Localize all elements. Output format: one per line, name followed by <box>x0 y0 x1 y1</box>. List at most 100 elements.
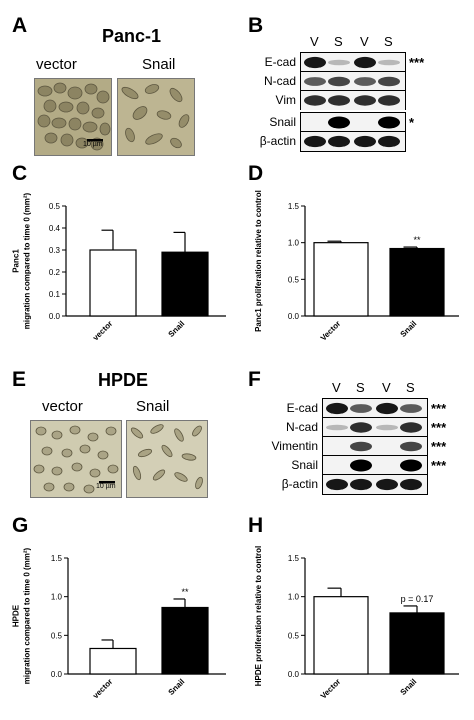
bar-vector <box>89 647 137 675</box>
bar-vector <box>313 596 369 675</box>
band <box>350 404 372 413</box>
y-tick-label: 0.5 <box>49 202 61 211</box>
band <box>400 459 422 472</box>
y-axis-label: Panc1 <box>12 249 21 273</box>
blot-row-ecad <box>322 398 428 418</box>
blot-row-vimentin <box>322 436 428 456</box>
band <box>326 402 348 415</box>
y-tick-label: 1.5 <box>288 202 300 211</box>
y-tick-label: 0.4 <box>49 224 61 233</box>
lane-label-4: S <box>406 380 415 395</box>
blot-label: Vimentin <box>271 439 318 453</box>
significance-annotation: ** <box>181 587 189 597</box>
y-axis-label: HPDE <box>12 604 21 627</box>
band <box>304 56 326 69</box>
band <box>354 56 376 69</box>
panel-letter-g: G <box>12 514 29 537</box>
y-axis-label: migration compared to time 0 (mm²) <box>23 192 32 329</box>
band <box>378 59 400 66</box>
y-tick-label: 0.5 <box>288 631 300 640</box>
x-tick-label: Vector <box>319 319 343 343</box>
y-axis-label: HPDE proliferation relative to control <box>254 546 263 686</box>
blot-significance: *** <box>431 401 447 416</box>
blot-significance: *** <box>431 439 447 454</box>
band <box>328 116 350 129</box>
x-tick-label: Snail <box>167 319 187 339</box>
band <box>378 116 400 129</box>
panel-a-title: Panc-1 <box>102 26 162 46</box>
blot-label: E-cad <box>264 55 296 69</box>
y-axis-label: Panc1 proliferation relative to control <box>254 190 263 332</box>
chart-d-panc1-proliferation: 0.0 0.5 1.0 1.5 Vector Snail ** Panc1 prolifera… <box>254 190 459 343</box>
band <box>378 76 400 87</box>
band <box>328 135 350 148</box>
blot-row-snail <box>322 455 428 475</box>
bar-snail <box>161 606 209 675</box>
x-tick-label: Vector <box>319 677 343 701</box>
blot-label: E-cad <box>286 401 318 415</box>
lane-label-4: S <box>384 34 393 49</box>
bar-vector <box>89 249 137 317</box>
blot-row-snail <box>300 112 406 132</box>
y-tick-label: 0.5 <box>51 631 63 640</box>
band <box>376 478 398 491</box>
band <box>326 478 348 491</box>
western-blot-hpde: V S V S E-cad *** N-cad *** Vimentin *** Snail *** β… <box>272 380 446 502</box>
panel-letter-d: D <box>248 162 264 185</box>
blot-significance: *** <box>431 420 447 435</box>
y-tick-label: 1.0 <box>51 593 63 602</box>
blot-significance: *** <box>431 458 447 473</box>
panel-e-title: HPDE <box>98 370 149 390</box>
panel-e-scale-bar-label: 10 µm <box>96 483 116 490</box>
significance-annotation: p = 0.17 <box>401 594 434 604</box>
blot-row-actin <box>322 474 428 495</box>
y-tick-label: 0.0 <box>288 670 300 679</box>
band <box>376 424 398 431</box>
band <box>400 422 422 433</box>
band <box>304 77 326 86</box>
blot-significance: * <box>409 115 415 130</box>
band <box>304 95 326 106</box>
hpde-vector-micrograph <box>30 420 122 498</box>
y-tick-label: 0.5 <box>288 275 300 284</box>
blot-significance: *** <box>409 55 425 70</box>
panel-letter-e: E <box>12 368 27 391</box>
panel-a-snail-label: Snail <box>142 56 176 73</box>
western-blot-panc1: V S V S E-cad *** N-cad Vim Snail * β-actin <box>260 34 424 156</box>
blot-row-ecad <box>300 52 406 72</box>
band <box>328 59 350 66</box>
panel-letter-h: H <box>248 514 264 537</box>
band <box>354 95 376 106</box>
band <box>328 95 350 106</box>
band <box>378 135 400 148</box>
band <box>326 424 348 431</box>
panc1-snail-micrograph <box>117 78 195 156</box>
blot-row-ncad <box>300 71 406 91</box>
lane-label-1: V <box>332 380 341 395</box>
bar-snail <box>389 612 445 675</box>
band <box>350 422 372 433</box>
y-tick-label: 1.0 <box>288 239 300 248</box>
blot-row-actin <box>300 131 406 152</box>
panel-e-snail-label: Snail <box>136 398 170 415</box>
x-tick-label: vector <box>91 677 114 700</box>
band <box>350 441 372 452</box>
blot-label: Vim <box>275 93 296 107</box>
panel-letter-a: A <box>12 14 28 37</box>
blot-row-vim <box>300 90 406 110</box>
panc1-vector-micrograph <box>34 78 112 156</box>
y-axis-label: migration compared to time 0 (mm²) <box>23 547 32 684</box>
band <box>400 404 422 413</box>
hpde-snail-micrograph <box>126 420 208 498</box>
chart-h-hpde-proliferation: 0.0 0.5 1.0 1.5 Vector Snail p = 0.17 HPDE prol… <box>254 546 459 701</box>
x-tick-label: Snail <box>399 319 419 339</box>
band <box>350 459 372 472</box>
blot-label: N-cad <box>263 74 296 88</box>
blot-row-ncad <box>322 417 428 437</box>
x-tick-label: vector <box>91 319 114 342</box>
y-tick-label: 0.3 <box>49 246 61 255</box>
blot-label: Snail <box>291 458 318 472</box>
blot-label: Snail <box>269 115 296 129</box>
lane-label-1: V <box>310 34 319 49</box>
band <box>354 135 376 148</box>
